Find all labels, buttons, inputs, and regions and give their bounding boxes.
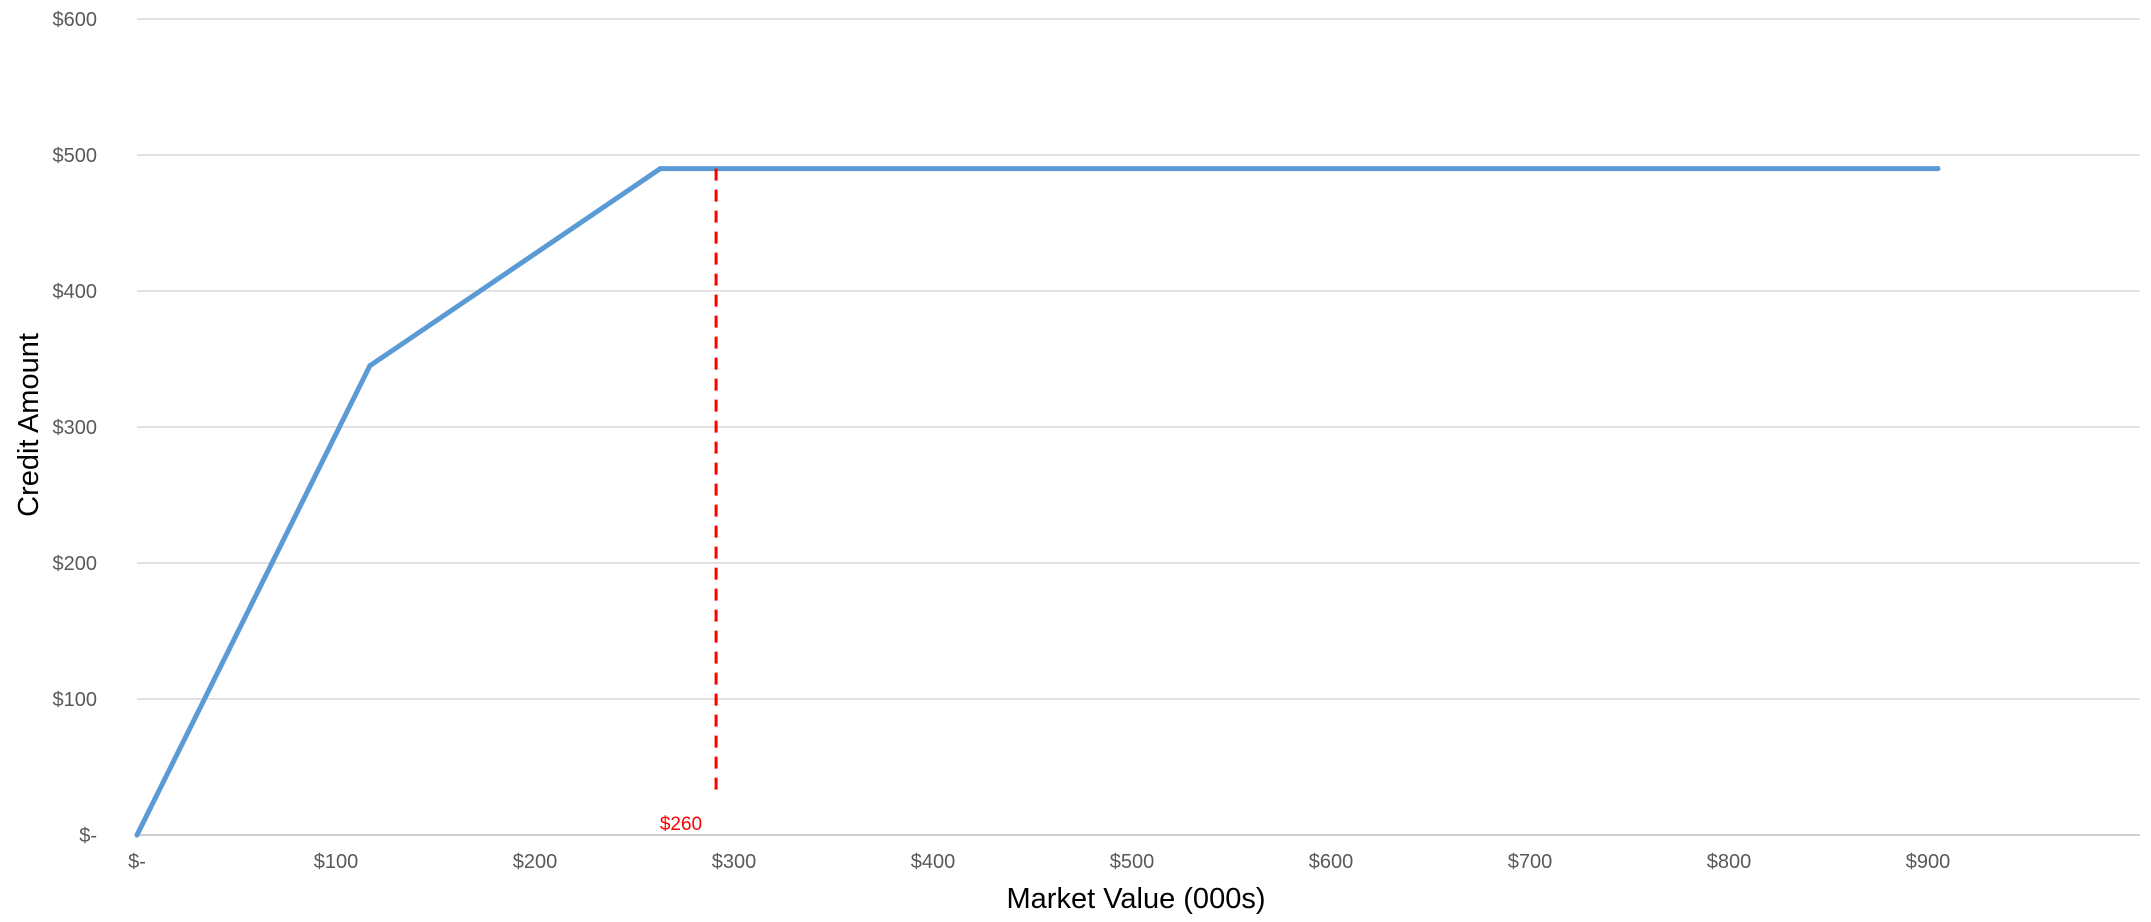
x-axis-title: Market Value (000s) bbox=[1007, 883, 1266, 915]
x-tick-label: $- bbox=[128, 851, 146, 873]
series-layer bbox=[134, 166, 1941, 838]
x-tick-label: $700 bbox=[1508, 851, 1553, 873]
x-tick-label: $900 bbox=[1906, 851, 1951, 873]
y-tick-label: $200 bbox=[53, 553, 98, 575]
x-tick-label: $600 bbox=[1309, 851, 1354, 873]
gridlines bbox=[137, 18, 2140, 700]
x-tick-label: $300 bbox=[712, 851, 757, 873]
x-tick-label: $100 bbox=[314, 851, 359, 873]
y-axis-title: Credit Amount bbox=[13, 333, 45, 517]
reference-line-label: $260 bbox=[660, 814, 702, 835]
series-point-1 bbox=[367, 363, 373, 369]
x-tick-label: $500 bbox=[1110, 851, 1155, 873]
x-tick-label: $800 bbox=[1707, 851, 1752, 873]
y-tick-label: $400 bbox=[53, 281, 98, 303]
y-tick-label: $300 bbox=[53, 417, 98, 439]
x-tick-label: $400 bbox=[911, 851, 956, 873]
series-line-0 bbox=[134, 166, 1941, 838]
y-axis-ticks: $- $100 $200 $300 $400 $500 $600 bbox=[53, 9, 98, 847]
y-tick-label: $500 bbox=[53, 145, 98, 167]
x-tick-label: $200 bbox=[513, 851, 558, 873]
series-point-0 bbox=[134, 832, 140, 838]
y-tick-label: $600 bbox=[53, 9, 98, 31]
series-point-2 bbox=[657, 166, 663, 172]
y-tick-label: $- bbox=[79, 825, 97, 847]
x-axis-ticks: $- $100 $200 $300 $400 $500 $600 $700 $800 $900 bbox=[128, 851, 1950, 873]
y-tick-label: $100 bbox=[53, 689, 98, 711]
series-point-3 bbox=[1935, 166, 1941, 172]
